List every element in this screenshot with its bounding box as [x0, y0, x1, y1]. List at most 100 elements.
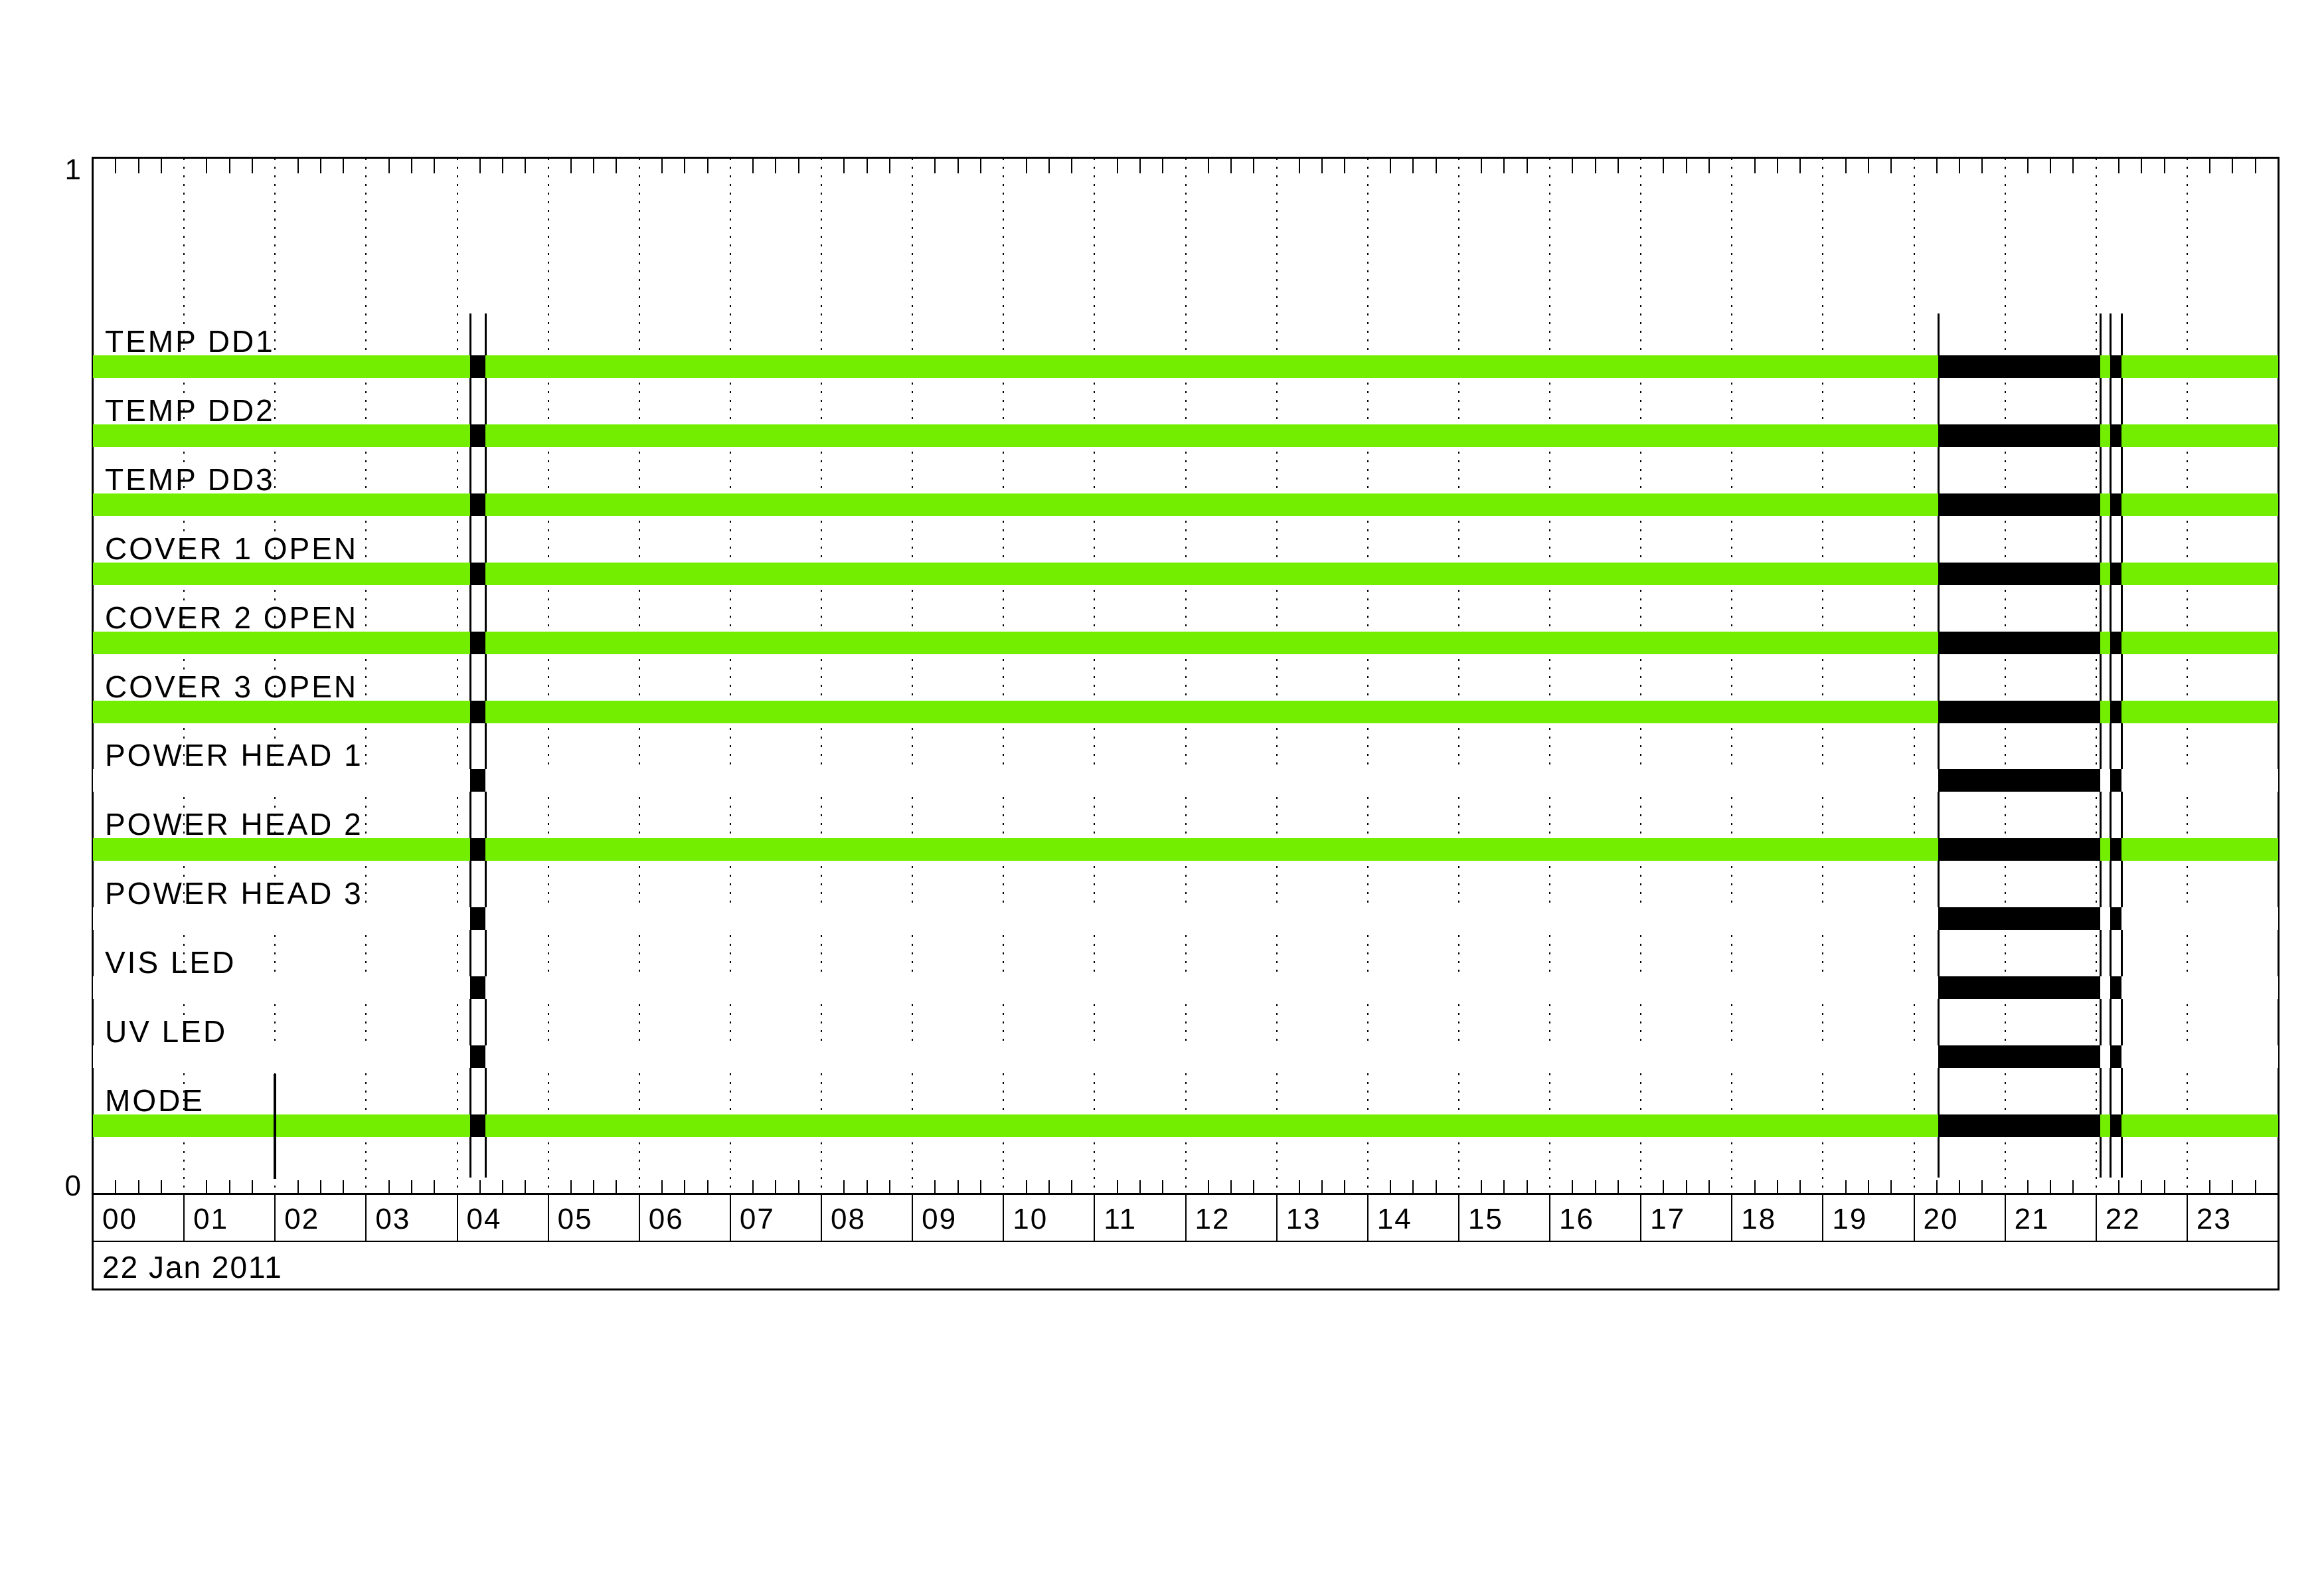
bottom-axis: [92, 1193, 2280, 1195]
quarter-hour-tick-bottom: [479, 1180, 481, 1194]
row-band: [93, 769, 2278, 792]
quarter-hour-tick-top: [388, 159, 390, 173]
hour-cell-divider: [1185, 1194, 1187, 1242]
quarter-hour-tick-bottom: [1663, 1180, 1665, 1194]
event-segment: [1938, 769, 2101, 792]
quarter-hour-tick-bottom: [1959, 1180, 1961, 1194]
quarter-hour-tick-bottom: [2254, 1180, 2256, 1194]
event-segment: [469, 493, 485, 516]
hour-gridline: [456, 158, 458, 1194]
hour-cell-divider: [638, 1194, 640, 1242]
quarter-hour-tick-top: [843, 159, 845, 173]
quarter-hour-tick-bottom: [1981, 1180, 1983, 1194]
quarter-hour-tick-top: [1890, 159, 1892, 173]
quarter-hour-tick-top: [1344, 159, 1346, 173]
event-segment: [2110, 355, 2122, 378]
quarter-hour-tick-bottom: [797, 1180, 799, 1194]
event-segment: [1938, 424, 2101, 447]
hour-cell-divider: [1731, 1194, 1733, 1242]
event-segment: [469, 907, 485, 930]
quarter-hour-tick-top: [297, 159, 299, 173]
event-segment: [469, 838, 485, 861]
quarter-hour-tick-bottom: [228, 1180, 230, 1194]
quarter-hour-tick-top: [1867, 159, 1869, 173]
event-segment: [1938, 563, 2101, 585]
row-band: [93, 1114, 2278, 1137]
quarter-hour-tick-bottom: [1230, 1180, 1232, 1194]
hour-cell-divider: [2004, 1194, 2006, 1242]
quarter-hour-tick-top: [797, 159, 799, 173]
hour-cell-divider: [2095, 1194, 2097, 1242]
quarter-hour-tick-bottom: [957, 1180, 959, 1194]
left-frame: [92, 158, 94, 1194]
quarter-hour-tick-bottom: [1754, 1180, 1756, 1194]
quarter-hour-tick-top: [434, 159, 436, 173]
quarter-hour-tick-bottom: [160, 1180, 162, 1194]
hour-cell-divider: [365, 1194, 367, 1242]
quarter-hour-tick-bottom: [2050, 1180, 2052, 1194]
quarter-hour-tick-top: [2027, 159, 2029, 173]
row-band: [93, 632, 2278, 654]
row-label: TEMP DD1: [105, 324, 275, 359]
hour-gridline: [183, 158, 185, 1194]
quarter-hour-tick-bottom: [593, 1180, 595, 1194]
top-axis: [92, 157, 2280, 159]
hour-cell-label: 17: [1650, 1203, 1686, 1235]
event-segment: [2110, 1045, 2122, 1068]
hour-cell-divider: [2186, 1194, 2188, 1242]
row-band: [93, 907, 2278, 930]
quarter-hour-tick-top: [1503, 159, 1505, 173]
hour-cell-label: 01: [193, 1203, 229, 1235]
quarter-hour-tick-bottom: [1572, 1180, 1574, 1194]
quarter-hour-tick-bottom: [1412, 1180, 1414, 1194]
hour-cell-label: 19: [1832, 1203, 1868, 1235]
row-label: POWER HEAD 1: [105, 738, 363, 772]
event-segment: [469, 769, 485, 792]
hour-gridline: [1185, 158, 1187, 1194]
hour-cell-label: 04: [466, 1203, 502, 1235]
event-segment: [469, 701, 485, 723]
quarter-hour-tick-top: [1412, 159, 1414, 173]
quarter-hour-tick-top: [1390, 159, 1392, 173]
quarter-hour-tick-bottom: [888, 1180, 890, 1194]
row-band: [93, 1045, 2278, 1068]
date-label: 22 Jan 2011: [102, 1250, 283, 1284]
hour-cell-divider: [1549, 1194, 1550, 1242]
quarter-hour-tick-bottom: [502, 1180, 504, 1194]
hour-gridline: [729, 158, 731, 1194]
quarter-hour-tick-bottom: [2072, 1180, 2074, 1194]
quarter-hour-tick-top: [1025, 159, 1027, 173]
hour-cell-divider: [547, 1194, 549, 1242]
quarter-hour-tick-bottom: [2232, 1180, 2234, 1194]
quarter-hour-tick-top: [570, 159, 572, 173]
event-segment: [1938, 1045, 2101, 1068]
event-segment: [1938, 838, 2101, 861]
event-segment: [2110, 424, 2122, 447]
hour-cell-label: 20: [1923, 1203, 1959, 1235]
hour-gridline: [912, 158, 914, 1194]
quarter-hour-tick-bottom: [570, 1180, 572, 1194]
quarter-hour-tick-bottom: [1685, 1180, 1687, 1194]
event-guide-line: [2121, 313, 2123, 1178]
hour-gridline: [1003, 158, 1005, 1194]
hour-cell-label: 03: [375, 1203, 411, 1235]
quarter-hour-tick-top: [2118, 159, 2120, 173]
hour-cell-divider: [1822, 1194, 1824, 1242]
event-segment: [1938, 701, 2101, 723]
quarter-hour-tick-bottom: [1890, 1180, 1892, 1194]
quarter-hour-tick-bottom: [1344, 1180, 1346, 1194]
hour-cell-label: 11: [1104, 1203, 1137, 1235]
quarter-hour-tick-top: [684, 159, 686, 173]
quarter-hour-tick-bottom: [410, 1180, 412, 1194]
quarter-hour-tick-top: [1435, 159, 1437, 173]
quarter-hour-tick-bottom: [1071, 1180, 1073, 1194]
quarter-hour-tick-bottom: [1162, 1180, 1164, 1194]
event-segment: [2110, 632, 2122, 654]
hour-gridline: [1640, 158, 1642, 1194]
quarter-hour-tick-top: [1048, 159, 1050, 173]
hour-cell-label: 16: [1559, 1203, 1594, 1235]
row-label: POWER HEAD 2: [105, 807, 363, 841]
mode-event-marker: [274, 1074, 277, 1179]
event-segment: [2110, 701, 2122, 723]
hour-cell-label: 21: [2014, 1203, 2050, 1235]
